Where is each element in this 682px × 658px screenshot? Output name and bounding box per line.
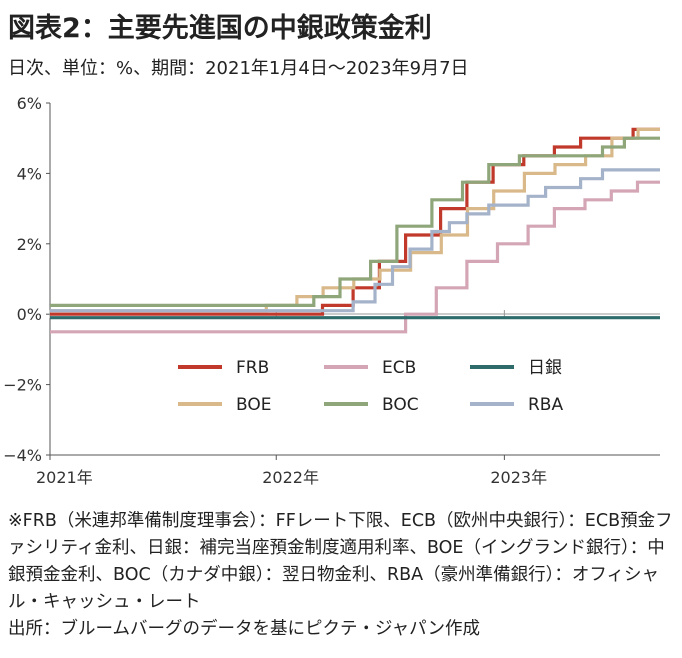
definitions-note: ※FRB（米連邦準備制度理事会）：FFレート下限、ECB（欧州中央銀行）：ECB… (8, 511, 673, 612)
y-tick-label: 6% (17, 94, 42, 113)
x-tick-label: 2021年 (36, 468, 93, 487)
series-line-6 (50, 168, 660, 313)
legend-label: BOE (236, 395, 272, 415)
y-tick-label: −2% (3, 376, 42, 395)
series-line-2 (50, 180, 660, 334)
legend-label: 日銀 (528, 358, 562, 378)
y-tick-label: 2% (17, 235, 42, 254)
policy-rate-chart: 6% 4% 2% 0% −2% −4% 2021年 2022年 2023年 FRB ECB 日銀 BOE… (3, 94, 660, 487)
legend-label: ECB (382, 358, 416, 378)
series-line-5 (50, 136, 660, 307)
y-tick-label: 0% (17, 305, 42, 324)
source-note: 出所：ブルームバーグのデータを基にピクテ・ジャパン作成 (8, 619, 480, 639)
y-tick-label: −4% (3, 446, 42, 465)
legend-label: RBA (528, 395, 563, 415)
chart-title: 図表2：主要先進国の中銀政策金利 (8, 13, 432, 44)
footnotes: ※FRB（米連邦準備制度理事会）：FFレート下限、ECB（欧州中央銀行）：ECB… (8, 508, 680, 643)
y-tick-label: 4% (17, 164, 42, 183)
legend-label: BOC (382, 395, 419, 415)
x-tick-label: 2022年 (262, 468, 319, 487)
chart-subtitle: 日次、単位：%、期間：2021年1月4日～2023年9月7日 (8, 58, 469, 79)
legend-label: FRB (236, 358, 269, 378)
x-tick-label: 2023年 (490, 468, 547, 487)
series-line-1 (50, 127, 660, 316)
